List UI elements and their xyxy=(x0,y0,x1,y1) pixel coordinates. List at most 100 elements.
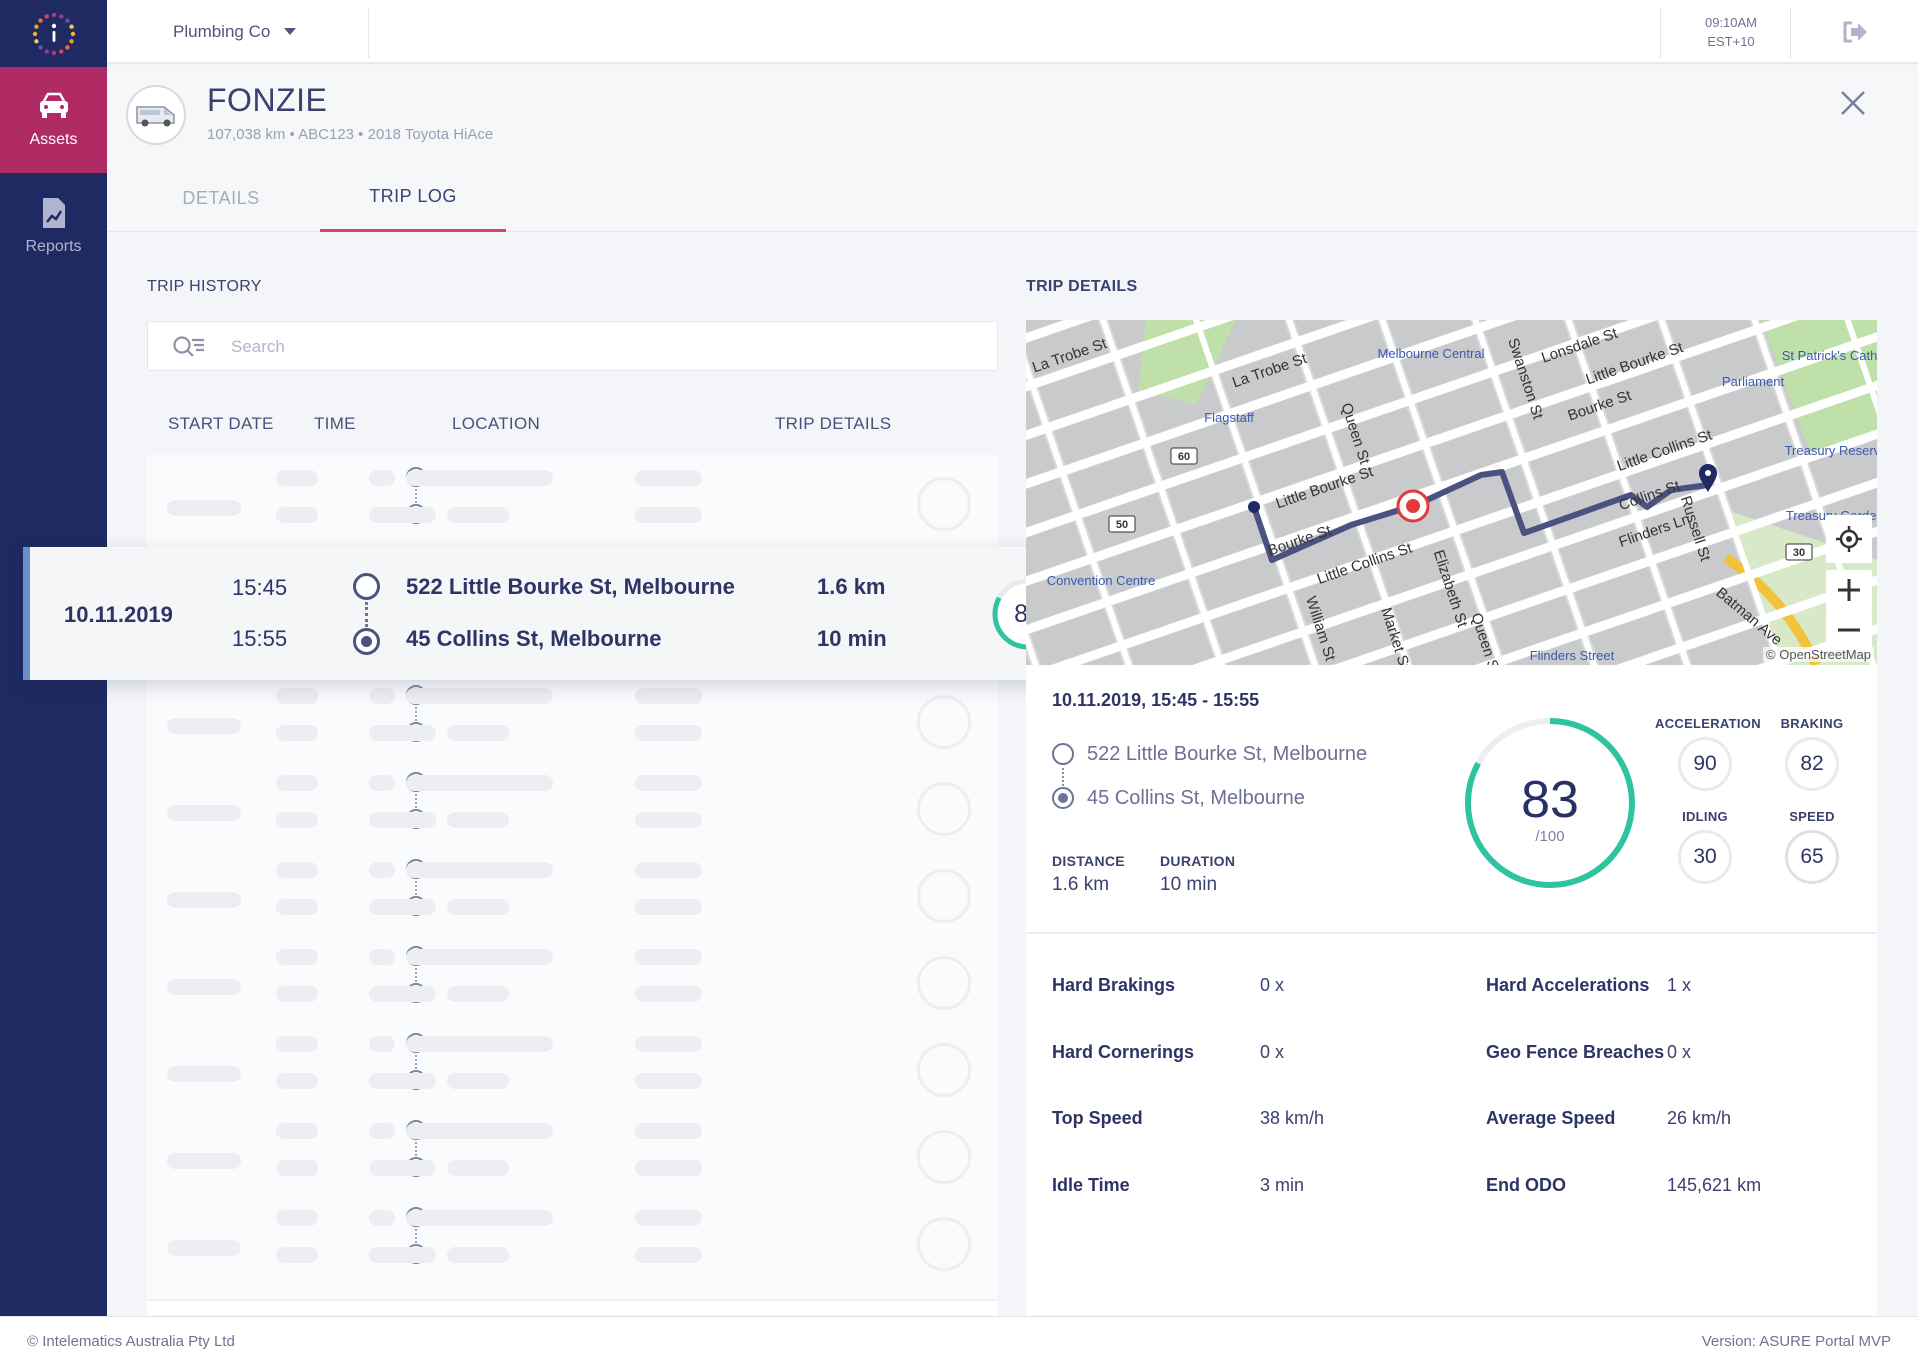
loading-placeholder xyxy=(369,1247,436,1263)
trip-map[interactable]: La Trobe St Lonsdale St Little Bourke St Bo… xyxy=(1026,320,1877,665)
search-filter-icon[interactable] xyxy=(172,334,206,365)
loading-placeholder xyxy=(276,862,318,878)
route-end-marker xyxy=(1699,464,1717,492)
map-block xyxy=(1446,465,1532,525)
map-block xyxy=(1529,436,1615,496)
map-block xyxy=(1809,437,1877,497)
map-block xyxy=(1642,494,1729,555)
trip-row-placeholder[interactable] xyxy=(147,455,998,561)
loading-placeholder xyxy=(276,775,318,791)
map-place-label: Convention Centre xyxy=(1047,573,1155,588)
app-logo[interactable] xyxy=(0,0,107,67)
idle-time-value: 3 min xyxy=(1260,1175,1305,1195)
loading-placeholder xyxy=(369,470,395,486)
loading-placeholder xyxy=(276,725,318,741)
column-header-time[interactable]: TIME xyxy=(314,414,356,433)
loading-placeholder xyxy=(369,862,395,878)
map-block xyxy=(1514,392,1600,453)
loading-placeholder xyxy=(369,1036,395,1052)
nav-item-reports[interactable]: Reports xyxy=(0,173,107,279)
map-block xyxy=(1026,434,1056,494)
trip-start-time: 15:45 xyxy=(232,575,288,600)
end-point-icon xyxy=(1052,787,1074,809)
selected-trip-row[interactable]: 10.11.2019 15:45 15:55 522 Little Bourke… xyxy=(23,547,1097,680)
close-icon xyxy=(1841,91,1865,115)
map-place-label: Treasury Reserve xyxy=(1785,443,1877,458)
loading-placeholder xyxy=(369,899,436,915)
map-block xyxy=(1461,508,1547,568)
route-sign-label: 30 xyxy=(1793,547,1805,559)
map-block xyxy=(1038,362,1125,422)
loading-placeholder xyxy=(276,986,318,1002)
duration-label: DURATION xyxy=(1160,853,1236,869)
nav-item-assets[interactable]: Assets xyxy=(0,67,107,173)
divider xyxy=(1660,8,1661,58)
map-block xyxy=(1491,595,1577,655)
map-block xyxy=(1288,320,1374,336)
close-button[interactable] xyxy=(1840,90,1866,121)
trip-date: 10.11.2019 xyxy=(64,602,173,627)
loading-placeholder xyxy=(369,1160,436,1176)
map-block xyxy=(1476,552,1562,612)
map-block xyxy=(1657,538,1744,598)
loading-placeholder xyxy=(276,1123,318,1139)
map-street xyxy=(1452,320,1784,665)
trip-row-placeholder[interactable] xyxy=(147,1195,998,1301)
map-place-label: Flinders Street xyxy=(1530,648,1615,663)
distance-label: DISTANCE xyxy=(1052,853,1125,869)
nav-reports-label: Reports xyxy=(25,238,82,255)
trip-start-location: 522 Little Bourke St, Melbourne xyxy=(406,574,735,599)
tab-trip-log[interactable]: TRIP LOG xyxy=(320,164,506,232)
zoom-in-button[interactable] xyxy=(1826,570,1872,610)
loading-placeholder xyxy=(276,899,318,915)
map-street xyxy=(1026,401,1877,665)
column-header-start-date[interactable]: START DATE xyxy=(168,414,274,433)
loading-placeholder xyxy=(276,1210,318,1226)
loading-placeholder xyxy=(447,899,509,915)
trip-end-time: 15:55 xyxy=(232,626,288,651)
clock-time: 09:10AM xyxy=(1704,15,1758,30)
idling-score: 30 xyxy=(1678,830,1732,884)
hard-brakings-value: 0 x xyxy=(1260,975,1285,995)
loading-placeholder xyxy=(635,986,702,1002)
map-block xyxy=(1582,320,1669,381)
loading-placeholder xyxy=(276,1036,318,1052)
map-street xyxy=(1026,320,1202,665)
map-block xyxy=(1672,581,1759,642)
loading-placeholder xyxy=(447,1073,509,1089)
end-point-icon xyxy=(353,628,380,655)
top-speed-value: 38 km/h xyxy=(1260,1108,1325,1128)
loading-placeholder xyxy=(635,1123,702,1139)
company-selector[interactable]: Plumbing Co xyxy=(173,0,297,64)
map-block xyxy=(1567,320,1654,337)
locate-button[interactable] xyxy=(1826,515,1872,563)
loading-placeholder xyxy=(406,1036,553,1052)
geo-fence-breaches-label: Geo Fence Breaches xyxy=(1486,1042,1665,1062)
route-sign xyxy=(1108,515,1136,533)
loading-placeholder xyxy=(415,881,417,895)
clock: 09:10AM EST+10 xyxy=(1667,13,1795,51)
map-attribution[interactable]: © OpenStreetMap xyxy=(1763,647,1874,662)
column-header-location[interactable]: LOCATION xyxy=(452,414,541,433)
zoom-out-button[interactable] xyxy=(1826,610,1872,650)
loading-placeholder xyxy=(167,1153,241,1169)
plus-icon xyxy=(1838,579,1860,601)
loading-placeholder xyxy=(635,470,702,486)
map-place-label: Parliament xyxy=(1722,374,1785,389)
loading-placeholder xyxy=(406,470,553,486)
map-block xyxy=(1401,334,1487,395)
loading-placeholder xyxy=(276,1073,318,1089)
map-block xyxy=(1098,536,1184,596)
detail-start-location: 522 Little Bourke St, Melbourne xyxy=(1087,743,1368,765)
search-input[interactable] xyxy=(231,334,931,360)
logout-button[interactable] xyxy=(1842,20,1868,49)
hard-accelerations-label: Hard Accelerations xyxy=(1486,975,1650,995)
hard-brakings-label: Hard Brakings xyxy=(1052,975,1176,995)
loading-placeholder xyxy=(276,688,318,704)
loading-placeholder xyxy=(167,805,241,821)
tab-details[interactable]: DETAILS xyxy=(182,187,260,208)
map-block xyxy=(1725,466,1812,526)
loading-placeholder xyxy=(415,489,417,503)
column-header-trip-details[interactable]: TRIP DETAILS xyxy=(775,414,892,433)
